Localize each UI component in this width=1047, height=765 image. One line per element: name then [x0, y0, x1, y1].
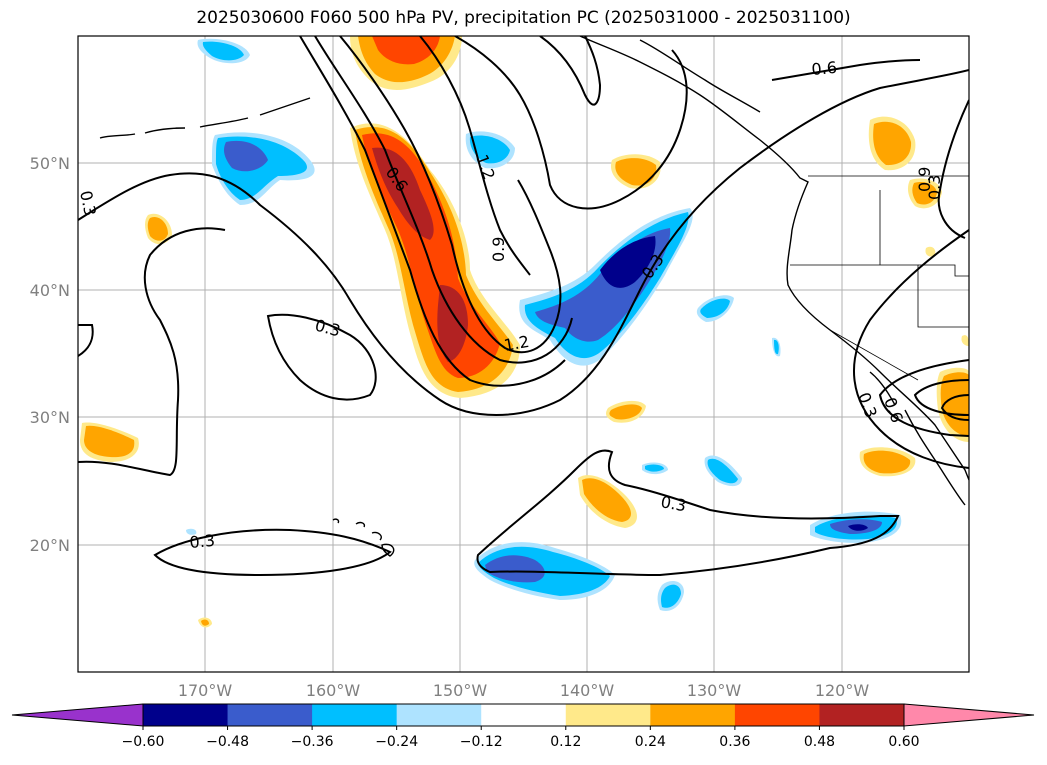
map-frame [77, 35, 970, 673]
colorbar-border [142, 703, 905, 727]
colorbar-tick-label: −0.24 [375, 734, 418, 750]
colorbar-extend-high [903, 703, 1035, 727]
svg-text:1.2: 1.2 [502, 332, 530, 355]
colorbar-tick-label: 0.24 [635, 734, 666, 750]
colorbar-segment [819, 704, 905, 726]
lon-label: 150°W [433, 681, 488, 700]
precip-filled [80, 36, 969, 628]
colorbar-segment [312, 704, 398, 726]
map-title: 2025030600 F060 500 hPa PV, precipitatio… [196, 8, 851, 28]
svg-text:0.3: 0.3 [925, 175, 944, 200]
svg-text:0.3: 0.3 [659, 492, 687, 515]
colorbar-segment [396, 704, 482, 726]
svg-text:0.9: 0.9 [489, 237, 508, 262]
svg-text:0.3: 0.3 [189, 531, 216, 552]
colorbar-tick-label: 0.36 [719, 734, 750, 750]
neg-band-strong [600, 236, 656, 288]
svg-text:0.9: 0.9 [915, 167, 934, 192]
svg-text:0.3: 0.3 [76, 189, 100, 218]
colorbar-segment [227, 704, 313, 726]
colorbar-tick-label: 0.48 [804, 734, 835, 750]
lon-label: 170°W [178, 681, 233, 700]
lat-label: 30°N [30, 408, 70, 427]
lon-labels: 170°W 160°W 150°W 140°W 130°W 120°W [178, 681, 870, 700]
svg-text:0.6: 0.6 [811, 58, 838, 79]
colorbar-tick-label: −0.48 [206, 734, 249, 750]
borders [790, 175, 969, 381]
lon-label: 130°W [687, 681, 742, 700]
gridlines [78, 36, 969, 672]
colorbar-tick-label: 0.60 [888, 734, 919, 750]
lat-labels: 50°N 40°N 30°N 20°N [30, 154, 70, 555]
colorbar-extend-low [11, 703, 144, 727]
colorbar-segment [481, 704, 567, 726]
lat-label: 50°N [30, 154, 70, 173]
lon-label: 160°W [306, 681, 361, 700]
lon-label: 140°W [560, 681, 615, 700]
colorbar-tick-label: −0.36 [291, 734, 334, 750]
colorbar-segment [650, 704, 736, 726]
lat-label: 40°N [30, 281, 70, 300]
colorbar-segment [734, 704, 820, 726]
colorbar: −0.60 −0.48 −0.36 −0.24 −0.12 0.12 0.24 0.36 0.4… [11, 703, 1035, 750]
lon-label: 120°W [815, 681, 870, 700]
colorbar-segment [565, 704, 651, 726]
lat-label: 20°N [30, 536, 70, 555]
colorbar-segment [143, 704, 229, 726]
colorbar-tick-label: −0.60 [122, 734, 165, 750]
colorbar-tick-label: −0.12 [460, 734, 503, 750]
colorbar-tick-label: 0.12 [550, 734, 581, 750]
pv-contours [78, 36, 969, 577]
